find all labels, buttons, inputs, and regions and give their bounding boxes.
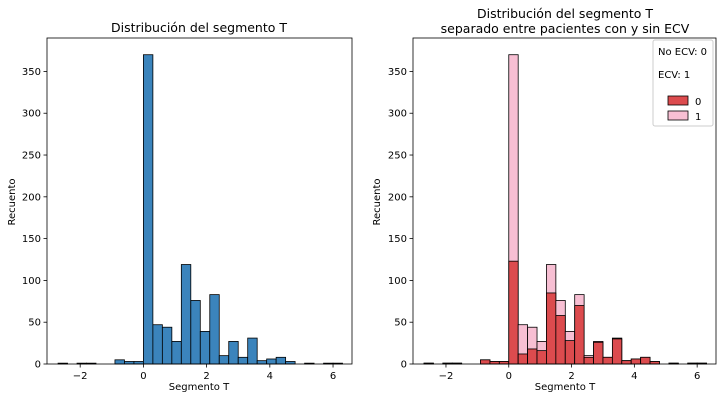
x-tick-label-right: 4	[631, 371, 637, 382]
y-tick-label-right: 0	[401, 360, 407, 371]
histogram-bar-ecv-0	[611, 338, 623, 365]
y-tick-label-right: 50	[394, 318, 407, 329]
histogram-bar-ecv-0	[630, 358, 642, 365]
x-tick-label-right: −2	[439, 371, 454, 382]
legend-swatch-1	[667, 110, 689, 121]
y-tick-label-left: 300	[22, 109, 41, 120]
y-tick-label-left: 0	[35, 360, 41, 371]
y-tick-label-right: 100	[388, 276, 407, 287]
histogram-bar-ecv-0	[564, 340, 576, 365]
histogram-bar	[142, 54, 154, 365]
x-tick-label-left: 0	[140, 371, 146, 382]
histogram-bar-ecv-0	[555, 315, 566, 365]
y-tick-label-right: 250	[388, 151, 407, 162]
histogram-bar-ecv-0	[480, 359, 491, 365]
chart-subtitle-right: separado entre pacientes con y sin ECV	[441, 21, 690, 36]
y-tick-label-right: 350	[388, 67, 407, 78]
histogram-bar	[114, 359, 125, 365]
x-axis-label-right: Segmento T	[535, 382, 596, 393]
x-tick-label-left: 6	[330, 371, 336, 382]
x-tick-label-right: 0	[506, 371, 512, 382]
plot-frame-right	[412, 37, 717, 365]
chart-title-left: Distribución del segmento T	[111, 20, 287, 35]
histogram-bar	[180, 264, 192, 365]
y-tick-label-left: 150	[22, 234, 41, 245]
histogram-bar-ecv-0	[583, 356, 594, 365]
x-tick-label-right: 6	[694, 371, 700, 382]
histogram-bar-ecv-0	[621, 360, 632, 365]
histogram-bar-ecv-0	[517, 353, 529, 365]
histogram-bar-ecv-0	[602, 356, 613, 365]
y-tick-label-right: 200	[388, 192, 407, 203]
y-tick-label-right: 300	[388, 109, 407, 120]
bars-left	[57, 54, 343, 365]
y-axis-label-right: Recuento	[372, 178, 383, 225]
histogram-bar-ecv-0	[527, 348, 538, 365]
legend-swatch-0	[667, 95, 689, 106]
histogram-bar	[237, 356, 249, 365]
histogram-bar	[190, 300, 201, 365]
legend-label-1: 1	[695, 112, 701, 123]
y-tick-label-left: 250	[22, 151, 41, 162]
panel-left-histogram: Distribución del segmento T Segmento T R…	[7, 20, 353, 393]
y-tick-label-left: 350	[22, 67, 41, 78]
panel-right-histogram: Distribución del segmento T separado ent…	[372, 6, 717, 393]
y-tick-label-right: 150	[388, 234, 407, 245]
axes-left: −2 0 2 4 6 0 50 100 150 200 250 300 350	[22, 37, 353, 382]
legend: No ECV: 0 ECV: 1 0 1	[652, 39, 714, 127]
x-tick-label-right: 2	[568, 371, 574, 382]
histogram-bar-ecv-0	[508, 260, 519, 365]
legend-label-0: 0	[695, 97, 701, 108]
y-tick-label-left: 100	[22, 276, 41, 287]
histogram-bar	[275, 356, 287, 365]
y-axis-label-left: Recuento	[7, 178, 18, 225]
y-tick-label-left: 200	[22, 192, 41, 203]
histogram-bar	[209, 294, 220, 365]
histogram-bar-ecv-0	[546, 292, 557, 365]
x-axis-label-left: Segmento T	[169, 382, 230, 393]
histogram-bar	[266, 358, 277, 365]
x-tick-label-left: −2	[73, 371, 88, 382]
x-tick-label-left: 2	[203, 371, 209, 382]
histogram-bar-ecv-0	[574, 305, 585, 365]
chart-title-right: Distribución del segmento T	[477, 6, 653, 21]
axes-right: −2 0 2 4 6 0 50 100 150 200 250 300 350	[388, 37, 717, 382]
histogram-bar	[199, 330, 211, 365]
bars-right	[423, 54, 707, 365]
legend-note-no-ecv: No ECV: 0	[658, 47, 707, 58]
x-tick-label-left: 4	[267, 371, 273, 382]
legend-note-ecv: ECV: 1	[658, 70, 690, 81]
histogram-bar	[152, 324, 163, 365]
plot-frame-left	[46, 37, 353, 365]
histogram-bar	[171, 341, 182, 365]
histogram-bar	[228, 341, 239, 365]
histogram-bar	[161, 326, 173, 365]
histogram-bar	[247, 337, 258, 365]
histogram-bar-ecv-0	[640, 356, 651, 365]
y-tick-label-left: 50	[28, 318, 41, 329]
histogram-bar	[218, 355, 230, 365]
histogram-bar-ecv-0	[536, 350, 547, 365]
histogram-bar	[256, 360, 268, 365]
histogram-bar-ecv-0	[593, 341, 604, 365]
